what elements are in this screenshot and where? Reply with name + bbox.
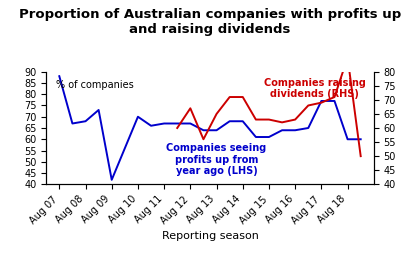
X-axis label: Reporting season: Reporting season [162,231,258,241]
Text: Companies raising
dividends (RHS): Companies raising dividends (RHS) [264,78,366,99]
Text: Companies seeing
profits up from
year ago (LHS): Companies seeing profits up from year ag… [166,143,267,176]
Text: Proportion of Australian companies with profits up
and raising dividends: Proportion of Australian companies with … [19,8,401,36]
Text: % of companies: % of companies [56,80,134,90]
